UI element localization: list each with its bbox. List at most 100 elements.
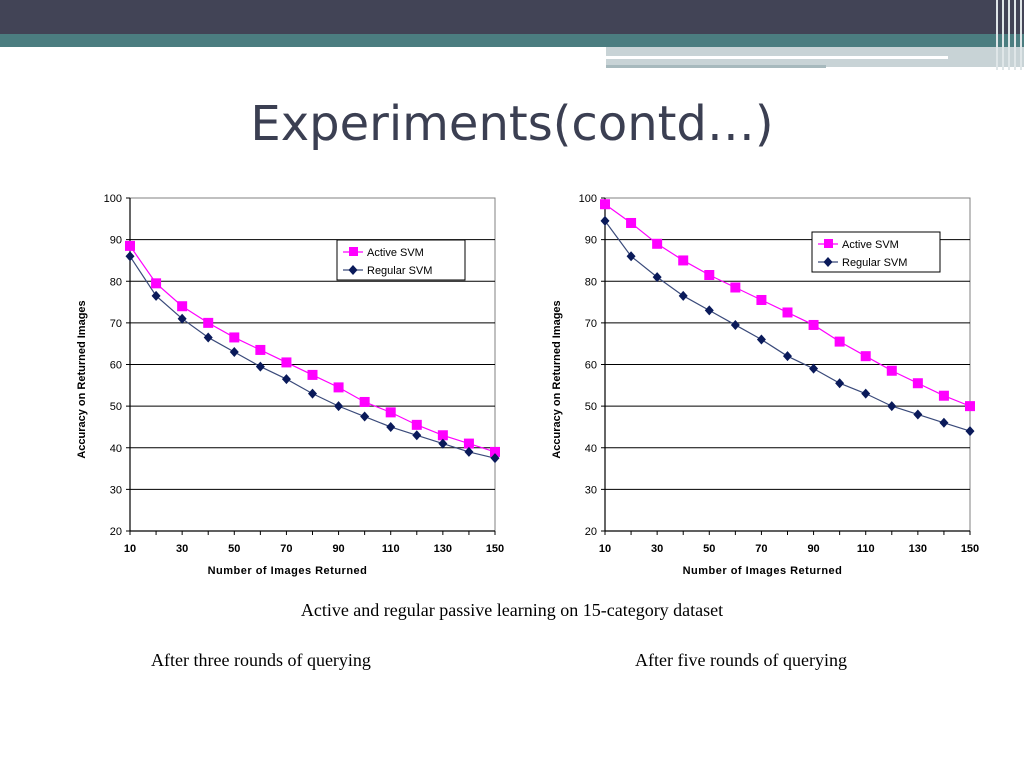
active-svm-point: [229, 332, 240, 343]
x-tick-label: 10: [599, 543, 611, 555]
regular-svm-point: [678, 290, 688, 301]
regular-svm-point: [308, 388, 317, 399]
regular-svm-point: [730, 319, 740, 330]
x-tick-label: 70: [755, 543, 767, 555]
x-tick-label: 150: [961, 543, 979, 555]
x-tick-label: 150: [486, 543, 504, 555]
y-tick-label: 30: [585, 484, 597, 496]
header-bar: [0, 0, 1024, 34]
active-svm-point: [704, 270, 715, 281]
active-svm-point: [756, 294, 767, 305]
active-svm-point: [626, 217, 637, 228]
regular-svm-point: [177, 313, 187, 324]
regular-svm-point: [464, 446, 474, 457]
y-tick-label: 60: [110, 360, 122, 372]
regular-svm-point: [600, 215, 610, 226]
active-svm-point: [600, 199, 610, 210]
active-svm-point: [411, 419, 422, 430]
regular-svm-point: [913, 409, 923, 420]
active-svm-point: [782, 307, 793, 318]
regular-svm-point: [704, 305, 714, 316]
y-tick-label: 80: [110, 276, 122, 288]
regular-svm-point: [229, 347, 239, 358]
chart-five-rounds: 20 30 40 50 60 70 80 90 100 10 30 50 70 90 110 130 150 Nu…: [547, 180, 1007, 590]
regular-svm-point: [151, 290, 161, 301]
active-svm-point: [463, 438, 474, 449]
legend-marker-active: [349, 247, 358, 256]
regular-svm-point: [386, 421, 396, 432]
regular-svm-point: [360, 411, 370, 422]
y-tick-label: 80: [585, 276, 597, 288]
header-decor-stripes: [994, 0, 1024, 70]
active-svm-point: [281, 357, 292, 368]
y-axis-label: Accuracy on Returned Images: [76, 300, 88, 458]
active-svm-point: [678, 255, 689, 266]
x-tick-label: 50: [703, 543, 715, 555]
header-decor-line: [606, 56, 948, 59]
y-tick-label: 90: [110, 235, 122, 247]
chart-three-rounds-svg: 20 30 40 50 60 70 80 90 100 10 30 50 70 90 110 130 150 Nu…: [76, 193, 504, 577]
legend-marker-regular: [348, 265, 358, 275]
caption-right: After five rounds of querying: [635, 650, 847, 670]
legend-label: Active SVM: [367, 247, 424, 259]
y-tick-label: 30: [110, 484, 122, 496]
regular-svm-point: [125, 251, 135, 262]
header-accent-band: [0, 34, 1024, 47]
y-tick-label: 50: [110, 401, 122, 413]
regular-svm-point: [965, 426, 975, 437]
active-svm-point: [652, 238, 663, 249]
x-tick-label: 70: [280, 543, 292, 555]
y-tick-label: 50: [585, 401, 597, 413]
x-tick-label: 130: [434, 543, 452, 555]
y-tick-label: 40: [110, 443, 122, 455]
active-svm-point: [125, 240, 135, 251]
main-caption: Active and regular passive learning on 1…: [300, 600, 724, 620]
legend-label: Active SVM: [842, 239, 899, 251]
regular-svm-point: [756, 334, 766, 345]
active-svm-point: [151, 278, 162, 289]
slide-title: Experiments(contd…): [250, 96, 774, 152]
y-tick-label: 20: [110, 526, 122, 538]
active-svm-point: [385, 407, 396, 418]
x-axis-label: Number of Images Returned: [683, 565, 843, 577]
y-axis-label: Accuracy on Returned Images: [551, 300, 563, 458]
y-tick-label: 100: [104, 193, 122, 205]
x-tick-label: 110: [857, 543, 875, 555]
y-tick-label: 70: [585, 318, 597, 330]
y-tick-label: 20: [585, 526, 597, 538]
chart-five-rounds-svg: 20 30 40 50 60 70 80 90 100 10 30 50 70 90 110 130 150 Nu…: [551, 193, 979, 577]
legend-box: [811, 231, 941, 273]
regular-svm-point: [490, 453, 500, 464]
active-svm-point: [860, 351, 871, 362]
x-tick-label: 30: [651, 543, 663, 555]
legend-box: [336, 239, 466, 281]
active-svm-point: [177, 301, 188, 312]
regular-svm-point: [626, 251, 636, 262]
regular-svm-point: [281, 374, 291, 385]
caption-left: After three rounds of querying: [151, 650, 371, 670]
regular-svm-point: [203, 332, 213, 343]
active-svm-point: [730, 282, 741, 293]
y-tick-label: 100: [579, 193, 597, 205]
x-tick-label: 90: [807, 543, 819, 555]
x-tick-label: 10: [124, 543, 136, 555]
active-svm-point: [333, 382, 344, 393]
regular-svm-point: [652, 272, 662, 283]
active-svm-point: [359, 396, 370, 407]
active-svm-point: [938, 390, 949, 401]
regular-svm-point: [334, 401, 344, 412]
regular-svm-point: [783, 351, 792, 362]
regular-svm-point: [939, 417, 949, 428]
legend-marker-active: [824, 239, 833, 248]
active-svm-point: [490, 446, 500, 457]
active-svm-point: [834, 336, 845, 347]
y-tick-label: 40: [585, 443, 597, 455]
active-svm-point: [255, 344, 266, 355]
legend-label: Regular SVM: [367, 265, 432, 277]
regular-svm-point: [412, 430, 422, 441]
y-tick-label: 70: [110, 318, 122, 330]
regular-svm-point: [861, 388, 871, 399]
x-tick-label: 90: [332, 543, 344, 555]
x-axis-label: Number of Images Returned: [208, 565, 368, 577]
regular-svm-point: [438, 438, 448, 449]
